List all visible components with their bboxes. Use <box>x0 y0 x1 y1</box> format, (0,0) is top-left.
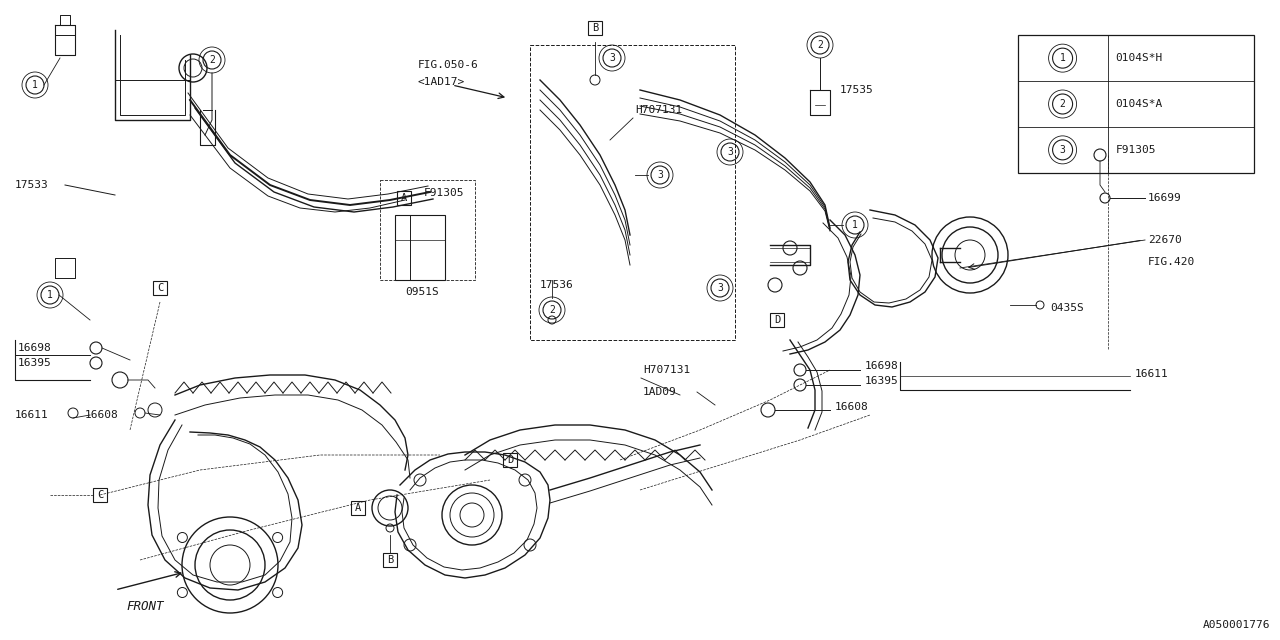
Text: 2: 2 <box>817 40 823 50</box>
Text: 16608: 16608 <box>84 410 119 420</box>
Bar <box>93 488 108 502</box>
Text: <1AD17>: <1AD17> <box>419 77 465 87</box>
Text: 3: 3 <box>727 147 733 157</box>
Text: 16699: 16699 <box>1148 193 1181 203</box>
Text: 1: 1 <box>1060 53 1065 63</box>
Text: F91305: F91305 <box>1116 145 1156 155</box>
Text: 0435S: 0435S <box>1050 303 1084 313</box>
Text: 3: 3 <box>717 283 723 293</box>
Text: 16698: 16698 <box>865 361 899 371</box>
Bar <box>771 313 783 327</box>
Bar <box>396 215 445 280</box>
Bar <box>351 501 365 515</box>
Text: 3: 3 <box>1060 145 1065 155</box>
Text: 16611: 16611 <box>15 410 49 420</box>
Text: 1: 1 <box>32 80 38 90</box>
Text: 22670: 22670 <box>1148 235 1181 245</box>
Bar <box>530 45 735 340</box>
Text: B: B <box>387 555 393 565</box>
Text: D: D <box>774 315 780 325</box>
Text: 2: 2 <box>549 305 556 315</box>
Text: C: C <box>157 283 163 293</box>
Bar <box>503 453 517 467</box>
Text: 1: 1 <box>852 220 858 230</box>
Text: FIG.420: FIG.420 <box>1148 257 1196 267</box>
Text: H707131: H707131 <box>643 365 690 375</box>
Text: F91305: F91305 <box>424 188 465 198</box>
Text: 17535: 17535 <box>840 85 874 95</box>
Text: 0104S*H: 0104S*H <box>1116 53 1162 63</box>
Text: 2: 2 <box>1060 99 1065 109</box>
Text: A050001776: A050001776 <box>1202 620 1270 630</box>
Text: FIG.050-6: FIG.050-6 <box>419 60 479 70</box>
Text: H707131: H707131 <box>635 105 682 115</box>
Text: 16395: 16395 <box>18 358 51 368</box>
Bar <box>397 191 411 205</box>
Text: 16395: 16395 <box>865 376 899 386</box>
Text: 17536: 17536 <box>540 280 573 290</box>
Text: 17533: 17533 <box>15 180 49 190</box>
Text: 3: 3 <box>609 53 614 63</box>
Text: 1AD09: 1AD09 <box>643 387 677 397</box>
Text: B: B <box>591 23 598 33</box>
Text: A: A <box>401 193 407 203</box>
Text: 16698: 16698 <box>18 343 51 353</box>
Text: 16608: 16608 <box>835 402 869 412</box>
Text: 1: 1 <box>47 290 52 300</box>
Text: 0951S: 0951S <box>404 287 439 297</box>
Text: D: D <box>507 455 513 465</box>
Text: A: A <box>355 503 361 513</box>
Bar <box>380 180 475 280</box>
Text: C: C <box>97 490 104 500</box>
Text: 16611: 16611 <box>1135 369 1169 379</box>
Bar <box>588 21 602 35</box>
Text: FRONT: FRONT <box>127 600 164 614</box>
Text: 0104S*A: 0104S*A <box>1116 99 1162 109</box>
Text: 3: 3 <box>657 170 663 180</box>
Text: 2: 2 <box>209 55 215 65</box>
Bar <box>383 553 397 567</box>
Bar <box>1018 35 1254 173</box>
Bar <box>154 281 166 295</box>
